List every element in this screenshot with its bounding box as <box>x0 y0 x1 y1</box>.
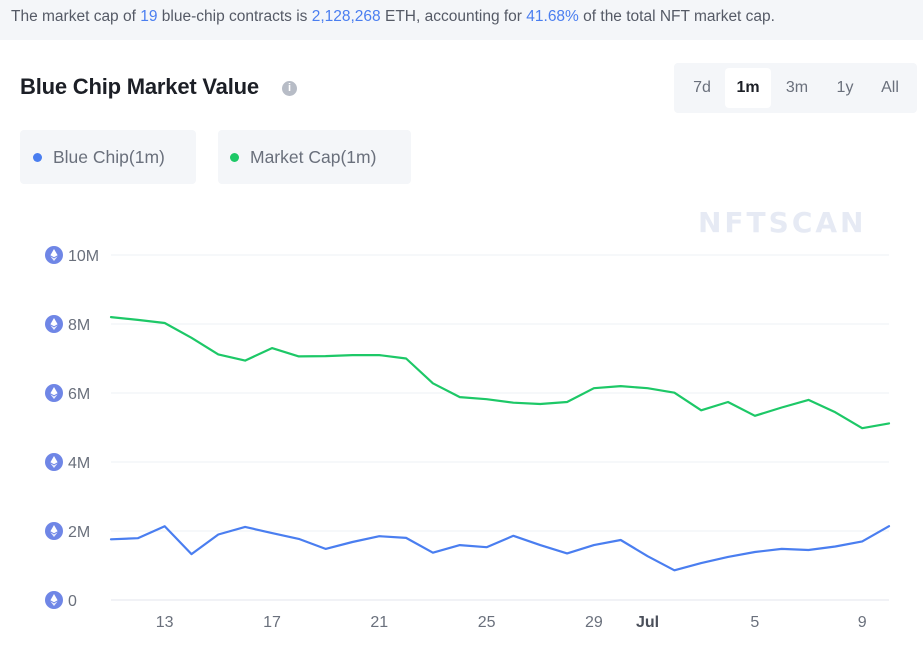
banner-text-1: The market cap of <box>11 8 141 25</box>
y-tick-label: 6M <box>68 386 90 403</box>
range-button-1y[interactable]: 1y <box>836 79 854 96</box>
market-cap-summary-banner: The market cap of 19 blue-chip contracts… <box>0 0 923 40</box>
range-button-3m[interactable]: 3m <box>785 79 809 96</box>
legend-item-market-cap[interactable]: Market Cap(1m) <box>218 130 411 184</box>
eth-icon-lower <box>50 532 58 537</box>
eth-icon-lower <box>50 394 58 399</box>
y-tick-label: 4M <box>68 455 90 472</box>
eth-icon-upper <box>50 249 58 258</box>
eth-icon-upper <box>50 594 58 603</box>
eth-icon-lower <box>50 463 58 468</box>
range-button-7d[interactable]: 7d <box>693 79 711 96</box>
banner-text-3: ETH, accounting for <box>380 8 527 25</box>
nftscan-watermark: NFTSCAN <box>698 206 867 239</box>
chart-title: Blue Chip Market Value <box>20 74 259 99</box>
range-button-1m[interactable]: 1m <box>725 68 771 108</box>
eth-icon-upper <box>50 456 58 465</box>
eth-icon-lower <box>50 256 58 261</box>
legend-item-blue-chip[interactable]: Blue Chip(1m) <box>20 130 196 184</box>
eth-icon-lower <box>50 601 58 606</box>
eth-icon-upper <box>50 318 58 327</box>
info-icon[interactable]: i <box>282 81 297 96</box>
range-button-all[interactable]: All <box>881 79 899 96</box>
x-tick-label: 29 <box>585 614 603 631</box>
x-tick-label: 17 <box>263 614 281 631</box>
eth-icon-upper <box>50 387 58 396</box>
x-tick-label: 5 <box>750 614 759 631</box>
legend-label-blue-chip: Blue Chip(1m) <box>53 147 165 167</box>
x-tick-label: 9 <box>858 614 867 631</box>
legend-dot-blue-chip <box>33 153 42 162</box>
y-tick-label: 8M <box>68 317 90 334</box>
x-tick-label: 21 <box>370 614 388 631</box>
x-tick-label: 25 <box>478 614 496 631</box>
market-cap-value: 2,128,268 <box>311 8 381 25</box>
eth-icon-upper <box>50 525 58 534</box>
legend-dot-market-cap <box>230 153 239 162</box>
contract-count: 19 <box>140 8 158 25</box>
banner-text-4: of the total NFT market cap. <box>578 8 775 25</box>
time-range-selector: 7d 1m 3m 1y All <box>674 63 917 113</box>
x-tick-label: 13 <box>156 614 174 631</box>
eth-icon-lower <box>50 325 58 330</box>
market-share-percent: 41.68% <box>526 8 579 25</box>
y-tick-label: 10M <box>68 248 99 265</box>
series-line-market-cap-1m <box>109 316 891 430</box>
x-tick-label: Jul <box>636 614 659 631</box>
y-tick-label: 2M <box>68 524 90 541</box>
banner-text-2: blue-chip contracts is <box>157 8 312 25</box>
y-tick-label: 0 <box>68 593 77 610</box>
series-line-blue-chip-1m <box>109 525 891 572</box>
legend-label-market-cap: Market Cap(1m) <box>250 147 377 167</box>
